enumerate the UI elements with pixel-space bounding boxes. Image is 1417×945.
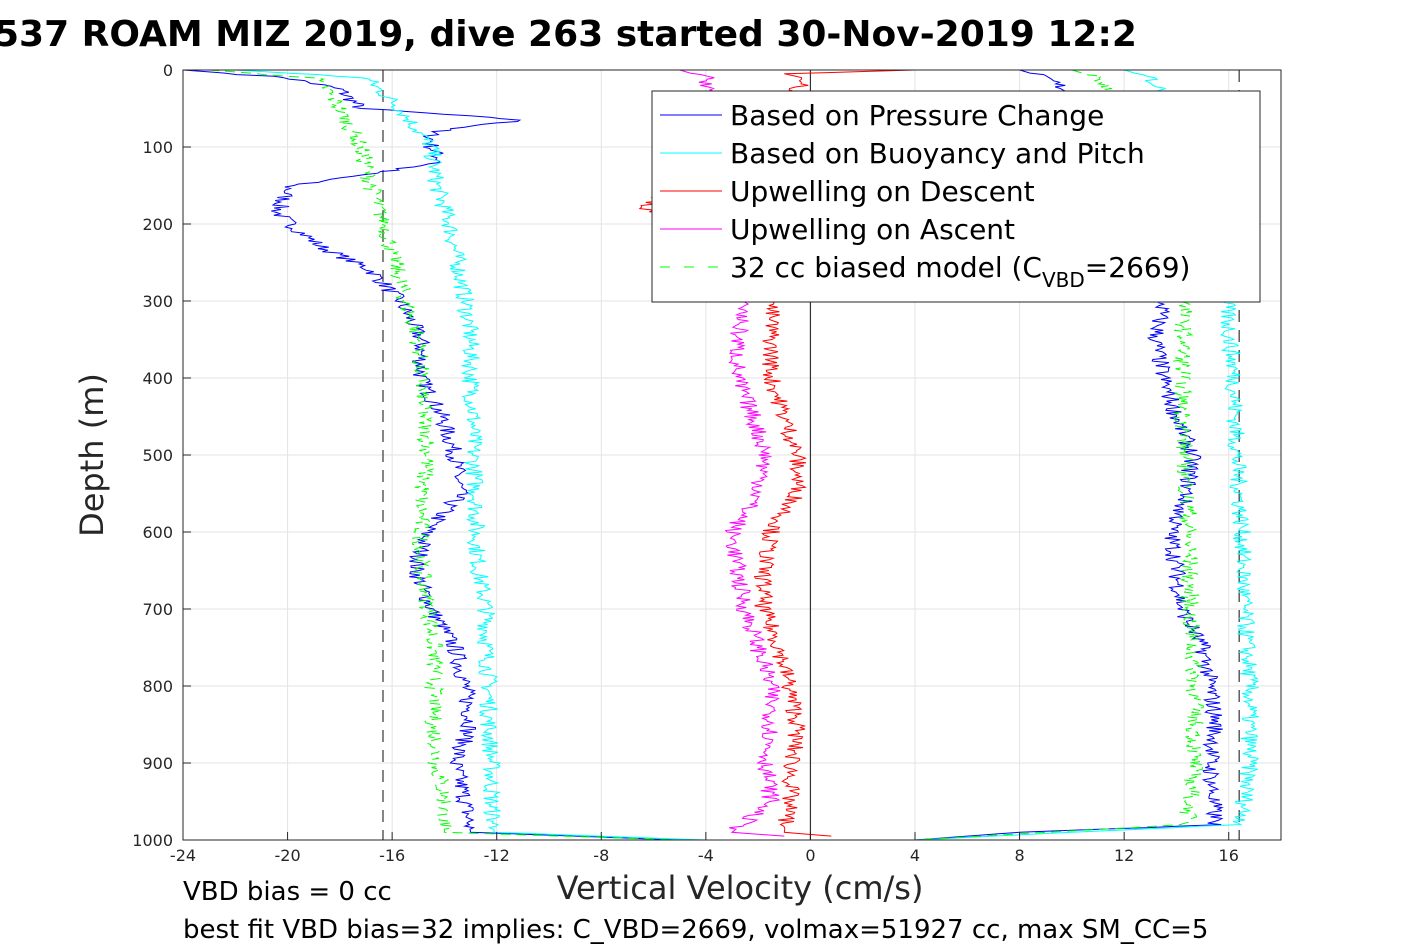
y-tick-label: 800 — [142, 677, 173, 696]
x-tick-label: 8 — [1014, 846, 1024, 865]
series-line-biased-model-descent- — [209, 69, 680, 841]
x-tick-label: -24 — [170, 846, 196, 865]
best-fit-note: best fit VBD bias=32 implies: C_VBD=2669… — [183, 915, 1208, 945]
legend-label-main: 32 cc biased model (C — [730, 251, 1042, 284]
y-tick-label: 1000 — [132, 831, 173, 850]
legend-label-subscript: VBD — [1042, 268, 1085, 292]
y-tick-label: 600 — [142, 523, 173, 542]
y-tick-label: 0 — [163, 61, 173, 80]
y-axis-label: Depth (m) — [73, 373, 111, 537]
y-tick-label: 900 — [142, 754, 173, 773]
series-line-buoyancy-and-pitch-descent- — [235, 69, 706, 841]
y-tick-label: 500 — [142, 446, 173, 465]
x-tick-label: 12 — [1114, 846, 1134, 865]
x-tick-label: 16 — [1219, 846, 1239, 865]
vbd-bias-note: VBD bias = 0 cc — [183, 877, 392, 907]
x-tick-label: -12 — [484, 846, 510, 865]
chart-title: 537 ROAM MIZ 2019, dive 263 started 30-N… — [0, 14, 1137, 55]
x-axis-label: Vertical Velocity (cm/s) — [557, 869, 924, 907]
y-tick-label: 400 — [142, 369, 173, 388]
x-axis-ticks: -24 -20 -16 -12 -8 -4 0 4 8 12 16 — [170, 832, 1239, 865]
legend-label: Based on Pressure Change — [730, 99, 1104, 132]
x-tick-label: 0 — [805, 846, 815, 865]
x-tick-label: -8 — [593, 846, 609, 865]
y-tick-label: 300 — [142, 292, 173, 311]
legend-box — [651, 90, 1261, 303]
legend-label: Upwelling on Descent — [730, 175, 1035, 208]
legend-label: 32 cc biased model (CVBD=2669) — [730, 251, 1190, 292]
series-line-pressure-change-descent- — [182, 69, 680, 841]
y-tick-label: 100 — [142, 138, 173, 157]
y-tick-label: 700 — [142, 600, 173, 619]
series-line-biased-model-ascent- — [914, 69, 1204, 841]
y-tick-label: 200 — [142, 215, 173, 234]
legend-label: Upwelling on Ascent — [730, 213, 1015, 246]
x-tick-label: -16 — [379, 846, 405, 865]
legend-label-end: =2669) — [1085, 251, 1191, 284]
legend: Based on Pressure Change Based on Buoyanc… — [651, 90, 1261, 303]
x-tick-label: 4 — [910, 846, 920, 865]
x-tick-label: -4 — [698, 846, 714, 865]
x-tick-label: -20 — [275, 846, 301, 865]
legend-label: Based on Buoyancy and Pitch — [730, 137, 1145, 170]
y-axis-ticks: 0 100 200 300 400 500 600 700 800 900 1000 — [132, 61, 191, 850]
